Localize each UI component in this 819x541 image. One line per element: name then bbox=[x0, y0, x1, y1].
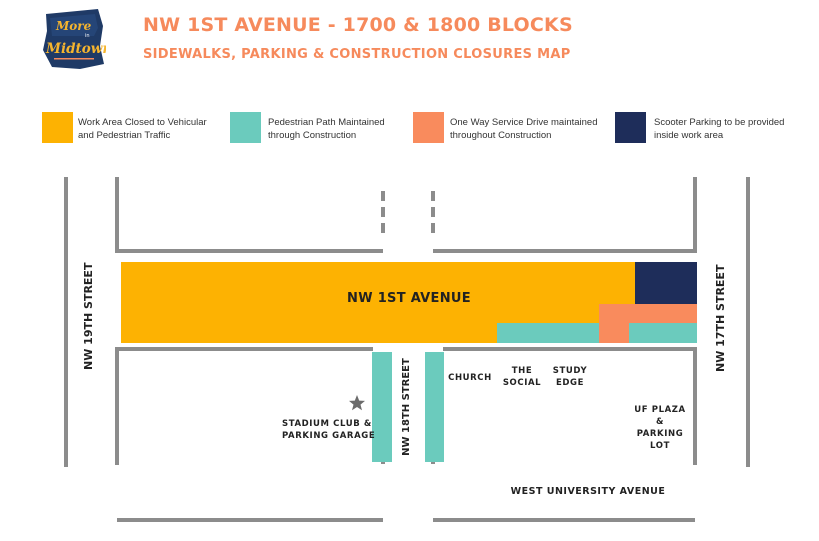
place-label-church: CHURCH bbox=[448, 373, 492, 383]
place-label-stadium-club: STADIUM CLUB & PARKING GARAGE bbox=[282, 419, 376, 441]
map-subtitle: SIDEWALKS, PARKING & CONSTRUCTION CLOSUR… bbox=[143, 47, 571, 62]
pedestrian-path-north-1 bbox=[497, 323, 599, 343]
map-title: NW 1ST AVENUE - 1700 & 1800 BLOCKS bbox=[143, 14, 573, 36]
legend-label-scooter-parking: Scooter Parking to be provided inside wor… bbox=[654, 117, 785, 141]
place-label-uf-plaza: UF PLAZA & PARKING LOT bbox=[634, 405, 686, 451]
pedestrian-path-north-2 bbox=[629, 323, 697, 343]
legend-label-service-drive: One Way Service Drive maintained througho… bbox=[450, 117, 598, 141]
logo-word-midtown: Midtown bbox=[45, 41, 106, 57]
scooter-parking-area bbox=[635, 262, 697, 304]
star-icon bbox=[349, 395, 365, 411]
legend-swatch-service-drive bbox=[413, 112, 444, 143]
road-edges bbox=[64, 177, 750, 522]
one-way-service-drive bbox=[599, 304, 697, 323]
legend-swatch-scooter-parking bbox=[615, 112, 646, 143]
more-in-midtown-logo: More in Midtown bbox=[43, 9, 106, 69]
street-label-nw-19th-street: NW 19TH STREET bbox=[82, 262, 95, 370]
pedestrian-path-east bbox=[425, 352, 444, 462]
pedestrian-path-west bbox=[372, 352, 392, 462]
legend-label-pedestrian-path: Pedestrian Path Maintained through Constr… bbox=[268, 117, 385, 141]
service-drive-connector bbox=[599, 323, 629, 343]
logo-word-in: in bbox=[85, 33, 90, 39]
street-label-nw-17th-street: NW 17TH STREET bbox=[714, 264, 727, 372]
legend-swatch-work-area bbox=[42, 112, 73, 143]
place-label-the-social: THE SOCIAL bbox=[502, 366, 542, 388]
place-label-study-edge: STUDY EDGE bbox=[552, 366, 588, 388]
legend-label-work-area: Work Area Closed to Vehicular and Pedestr… bbox=[78, 117, 207, 141]
street-label-west-university-avenue: WEST UNIVERSITY AVENUE bbox=[510, 486, 666, 497]
logo-word-more: More bbox=[55, 19, 92, 33]
street-label-nw-1st-avenue: NW 1ST AVENUE bbox=[347, 291, 471, 306]
street-map bbox=[64, 177, 750, 522]
legend-swatch-pedestrian-path bbox=[230, 112, 261, 143]
street-label-nw-18th-street: NW 18TH STREET bbox=[401, 358, 412, 456]
